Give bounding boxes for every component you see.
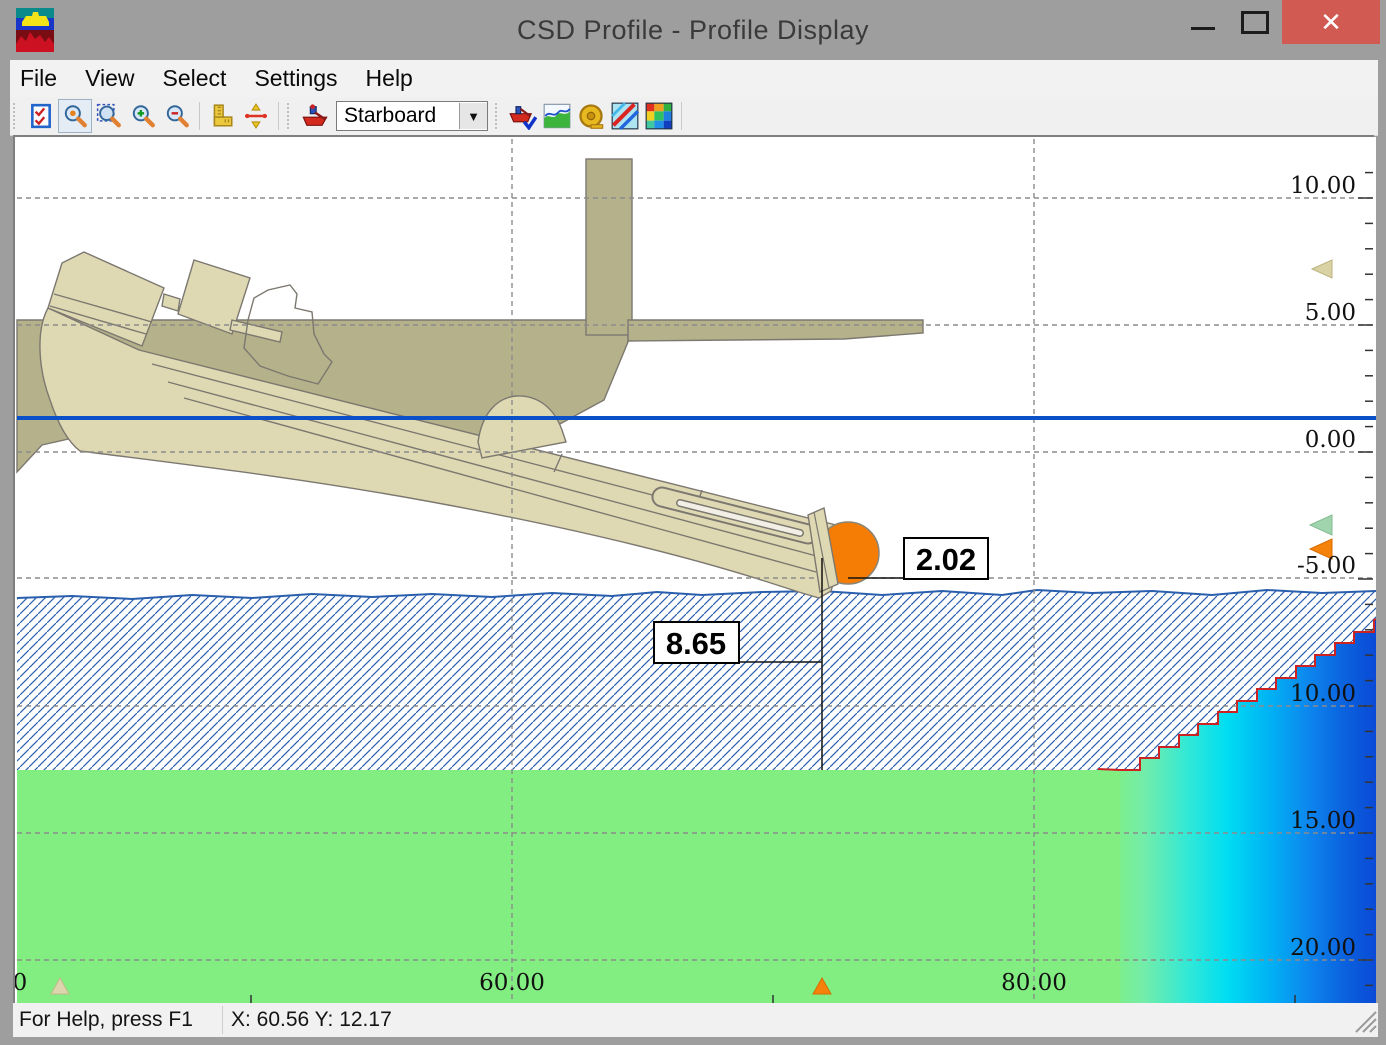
profile-plot-area[interactable]: 2.02 8.65 10.00 5.00 0.00 -5.00 10.00 15…	[13, 135, 1376, 1005]
toolbar: Starboard ▼	[10, 97, 1378, 136]
y-label: 5.00	[1305, 300, 1356, 326]
dredger-button[interactable]	[298, 99, 332, 133]
x-label: 80.00	[1001, 970, 1067, 996]
measure-distance-button[interactable]	[239, 99, 273, 133]
window-title: CSD Profile - Profile Display	[516, 15, 870, 45]
crane-outline	[243, 284, 333, 385]
superstructure-box-b	[177, 259, 251, 335]
x-label: 60.00	[479, 970, 545, 996]
gridlines	[17, 139, 1376, 1003]
menu-file[interactable]: File	[20, 65, 58, 91]
resize-grip[interactable]	[1348, 1006, 1378, 1034]
dredger-vessel	[16, 158, 924, 599]
cutter-depth-label: 2.02	[916, 542, 976, 577]
zoom-in-button[interactable]	[126, 99, 160, 133]
spud-pole	[585, 158, 633, 336]
tape-coil-icon	[579, 104, 604, 129]
toolbar-grip[interactable]	[495, 103, 501, 129]
toolbar-separator	[278, 102, 279, 130]
zoom-out-icon	[166, 105, 189, 128]
seabed-hatch-area	[17, 590, 1376, 770]
measure-distance-icon	[245, 103, 267, 129]
ruler-icon	[213, 104, 233, 127]
tape-coil-button[interactable]	[574, 99, 608, 133]
marker-khaki-bottom	[50, 976, 70, 995]
cutter-plate	[807, 507, 839, 594]
x-label: 0	[15, 970, 27, 996]
hatch-style-button[interactable]	[608, 99, 642, 133]
y-label: 0.00	[1305, 427, 1356, 453]
status-bar: For Help, press F1 X: 60.56 Y: 12.17	[13, 1003, 1378, 1037]
menu-help[interactable]: Help	[365, 65, 413, 91]
toolbar-separator	[681, 102, 682, 130]
app-icon	[16, 8, 54, 52]
view-select[interactable]: Starboard ▼	[336, 101, 488, 131]
toolbar-separator	[199, 102, 200, 130]
menu-select[interactable]: Select	[162, 65, 227, 91]
close-button[interactable]: ✕	[1282, 0, 1380, 44]
toolbar-grip[interactable]	[287, 103, 293, 129]
ladder-gantry-loop	[651, 486, 819, 545]
status-help: For Help, press F1	[13, 1006, 223, 1034]
marker-green-right	[1308, 514, 1333, 536]
maximize-button[interactable]	[1232, 0, 1278, 44]
cutter-assembly	[807, 507, 880, 594]
superstructure-rod	[161, 293, 181, 312]
y-label: -5.00	[1297, 553, 1356, 579]
chevron-down-icon: ▼	[467, 108, 480, 124]
zoom-window-icon	[96, 103, 121, 128]
menu-view[interactable]: View	[85, 65, 135, 91]
menu-bar: File View Select Settings Help	[10, 60, 1378, 98]
ruler-button[interactable]	[205, 99, 239, 133]
chart-button[interactable]	[540, 99, 574, 133]
color-grid-icon	[645, 102, 673, 130]
zoom-in-icon	[132, 105, 155, 128]
pontoon-and-ladder	[39, 307, 841, 599]
marker-khaki-right	[1310, 259, 1333, 279]
depth-gradient-area	[1120, 619, 1376, 1003]
maximize-icon	[1241, 10, 1269, 34]
zoom-out-button[interactable]	[160, 99, 194, 133]
toolbar-grip[interactable]	[13, 103, 19, 129]
color-grid-button[interactable]	[642, 99, 676, 133]
checklist-icon	[31, 103, 51, 129]
marker-triangles	[50, 259, 1333, 995]
dredge-face-line	[1097, 618, 1376, 771]
dredger-icon	[302, 104, 328, 126]
zoom-window-button[interactable]	[92, 99, 126, 133]
dredger-check-icon	[509, 106, 537, 130]
chart-icon	[543, 103, 571, 129]
bank-height-label-box	[653, 621, 740, 664]
zoom-button[interactable]	[58, 99, 92, 133]
y-label: 20.00	[1290, 935, 1356, 961]
y-label: 10.00	[1290, 173, 1356, 199]
marker-orange-bottom	[812, 976, 832, 995]
axis-ticks	[250, 171, 1373, 1003]
profile-plot[interactable]: 2.02 8.65 10.00 5.00 0.00 -5.00 10.00 15…	[15, 137, 1376, 1005]
view-select-value: Starboard	[344, 104, 437, 127]
close-icon: ✕	[1320, 6, 1342, 37]
menu-settings[interactable]: Settings	[254, 65, 338, 91]
superstructure-box-a-lines	[49, 293, 153, 335]
minimize-icon	[1191, 26, 1215, 30]
superstructure-box-a	[47, 251, 165, 347]
bank-height-label: 8.65	[666, 626, 726, 661]
cutter-depth-label-box	[903, 537, 989, 580]
view-select-dropdown-button[interactable]: ▼	[459, 103, 487, 129]
marker-orange-right	[1308, 538, 1333, 560]
minimize-button[interactable]	[1178, 0, 1228, 44]
checklist-button[interactable]	[24, 99, 58, 133]
y-label: 15.00	[1290, 808, 1356, 834]
zoom-icon	[64, 105, 87, 128]
hatch-style-icon	[611, 102, 639, 130]
seabed-top-line	[16, 588, 1376, 601]
measurements: 2.02 8.65	[653, 537, 989, 770]
title-bar: CSD Profile - Profile Display ✕	[0, 0, 1386, 60]
status-coordinates: X: 60.56 Y: 12.17	[231, 1008, 392, 1031]
y-label: 10.00	[1290, 681, 1356, 707]
dredger-check-button[interactable]	[506, 99, 540, 133]
axis-labels: 10.00 5.00 0.00 -5.00 10.00 15.00 20.00 …	[15, 173, 1356, 996]
